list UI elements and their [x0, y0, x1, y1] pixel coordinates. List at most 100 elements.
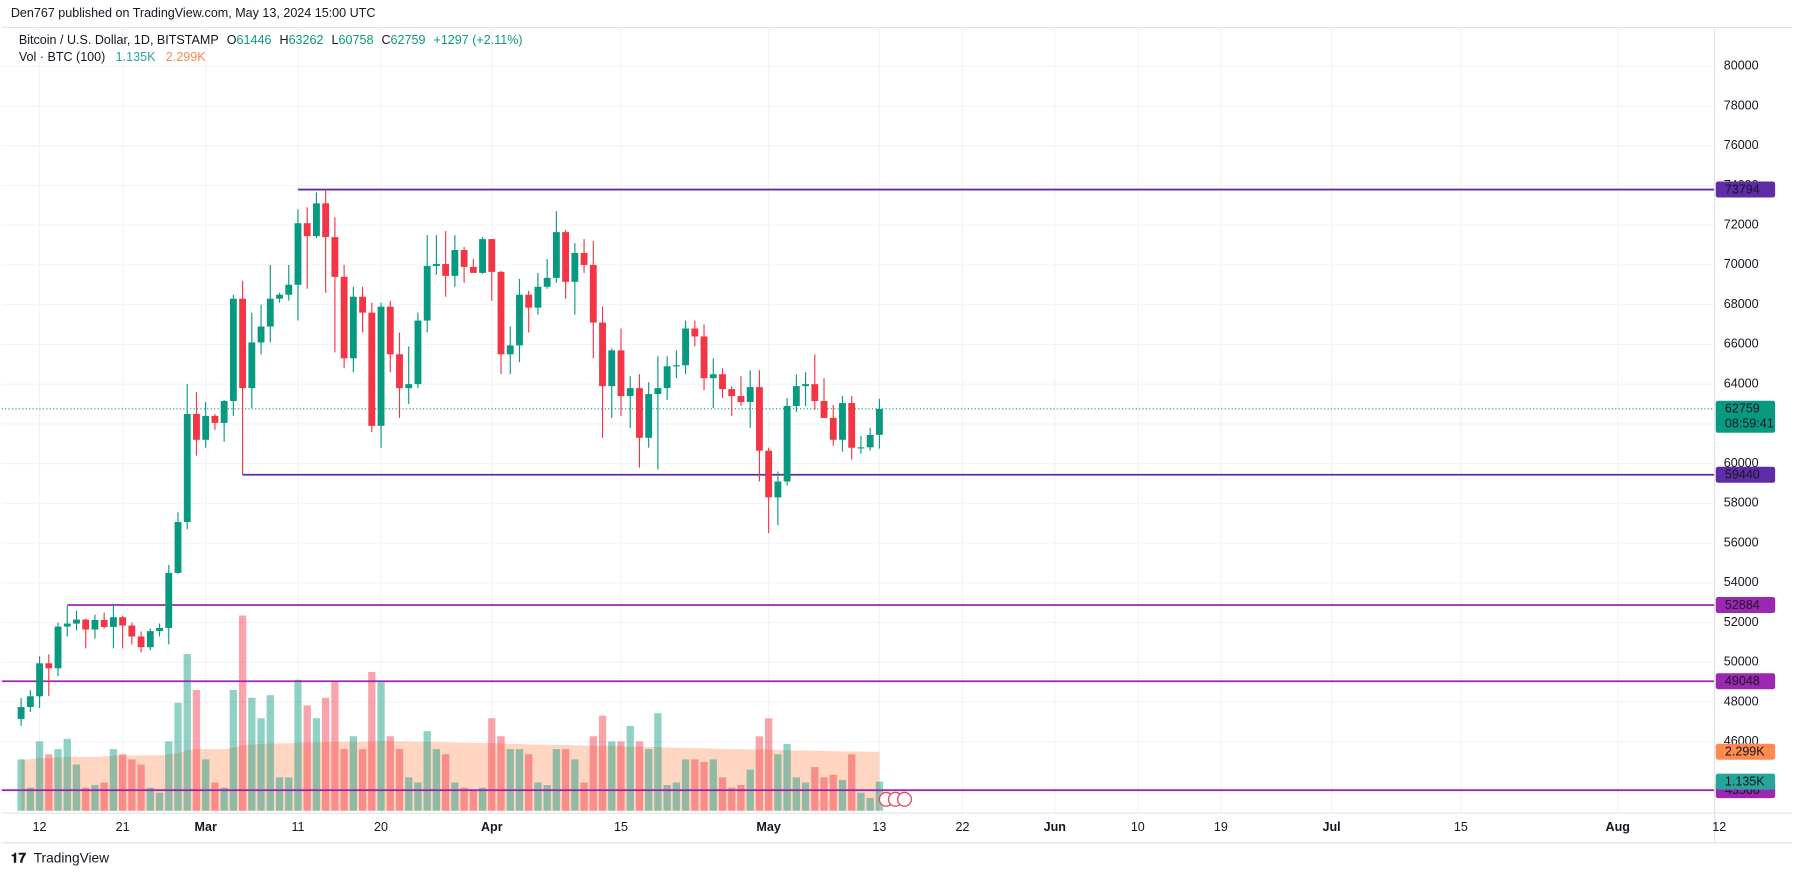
volume-bar [534, 782, 542, 811]
candle-body [875, 408, 883, 435]
volume-bar [672, 782, 681, 811]
volume-bar [312, 718, 321, 811]
y-tick-label: 68000 [1724, 297, 1759, 311]
candle-body [54, 626, 62, 669]
candle-body [580, 253, 588, 265]
candle-body [377, 306, 385, 426]
candle-body [396, 354, 403, 389]
candle-body [792, 386, 800, 407]
y-tick-label: 60000 [1724, 456, 1759, 470]
published-note: Den767 published on TradingView.com, May… [11, 6, 376, 20]
volume-legend: Vol · BTC (100) 1.135K 2.299K [19, 51, 206, 65]
candle-body [229, 298, 237, 402]
candle-body [146, 631, 154, 648]
x-tick-label: 21 [116, 820, 130, 834]
ohlc-value: 61446 [237, 33, 272, 47]
volume-bar [728, 787, 736, 811]
level-label-bg [1715, 673, 1776, 690]
volume-bar [405, 777, 413, 811]
candle-body [432, 263, 440, 266]
volume-bar [211, 782, 219, 811]
candle-body [156, 627, 163, 632]
volume-bar [165, 741, 173, 811]
candle-body [774, 481, 782, 498]
last-price-bg [1715, 400, 1776, 433]
volume-bar [552, 749, 561, 811]
candle-body [211, 415, 219, 423]
volume-bar [755, 736, 764, 811]
volume-bar [645, 749, 653, 811]
candle-body [636, 388, 643, 438]
volume-bar [229, 690, 238, 811]
volume-ma-label-bg [1715, 743, 1776, 760]
x-tick-label: 10 [1131, 820, 1145, 834]
event-icon [896, 791, 913, 807]
plot [1, 27, 1715, 814]
y-tick-label: 64000 [1724, 376, 1759, 390]
candle-body [811, 384, 819, 402]
volume-bar [451, 782, 459, 811]
candle-body [783, 406, 791, 482]
level-label: 59440 [1725, 468, 1760, 482]
x-tick-label: 13 [872, 820, 886, 834]
volume-bar [469, 790, 477, 811]
volume-label: 1.135K [1725, 774, 1765, 788]
volume-bar [718, 777, 727, 811]
candle-body [303, 223, 311, 237]
candle-body [599, 322, 606, 387]
volume-bar [109, 749, 118, 811]
candle-body [719, 374, 726, 390]
x-tick-label: Jul [1323, 820, 1341, 834]
candle-body [728, 389, 736, 397]
candle-body [183, 413, 191, 523]
volume-bar [72, 764, 81, 811]
volume-bar [811, 767, 819, 811]
candle-body [165, 572, 173, 628]
candle-body [266, 298, 274, 327]
candle-body [608, 350, 616, 387]
volume-bar [857, 792, 865, 811]
volume-bar [183, 654, 191, 811]
volume-bar [257, 718, 265, 811]
volume-bar [774, 754, 782, 811]
candle-body [17, 707, 25, 719]
candle-body [700, 336, 708, 379]
candle-body [516, 294, 523, 346]
volume-bar [691, 759, 699, 811]
volume-bar [174, 702, 182, 811]
volume-bar [377, 682, 385, 811]
x-tick-label: 19 [1214, 820, 1228, 834]
y-tick-label: 70000 [1724, 257, 1759, 271]
volume-bar [866, 797, 874, 811]
volume-bar [238, 615, 247, 811]
volume-bar [91, 785, 99, 811]
volume-bar [54, 749, 62, 811]
candle-body [257, 326, 265, 343]
volume-bar [17, 759, 25, 811]
axes: 4600048000500005200054000560005800060000… [33, 59, 1776, 834]
candle-body [571, 253, 579, 282]
volume-bar [783, 743, 791, 811]
candle-body [386, 306, 394, 355]
candle-body [469, 266, 477, 273]
candle-body [709, 374, 717, 379]
candle-body [654, 388, 662, 395]
y-tick-label: 56000 [1724, 535, 1759, 549]
candle-body [663, 366, 671, 389]
candle-body [451, 250, 459, 276]
candle-body [26, 696, 34, 708]
candle-body [746, 387, 754, 403]
candle-body [682, 328, 690, 366]
volume-bar [617, 741, 625, 811]
candle-body [848, 403, 856, 448]
candle-body [645, 394, 653, 438]
candle-body [285, 284, 293, 295]
x-tick-label: 15 [1454, 820, 1468, 834]
volume-bar [848, 754, 856, 811]
y-tick-label: 58000 [1724, 496, 1759, 510]
candle-body [414, 320, 422, 385]
candle-body [737, 396, 745, 403]
candle-body [63, 623, 71, 627]
ohlc-value: 60758 [339, 33, 374, 47]
